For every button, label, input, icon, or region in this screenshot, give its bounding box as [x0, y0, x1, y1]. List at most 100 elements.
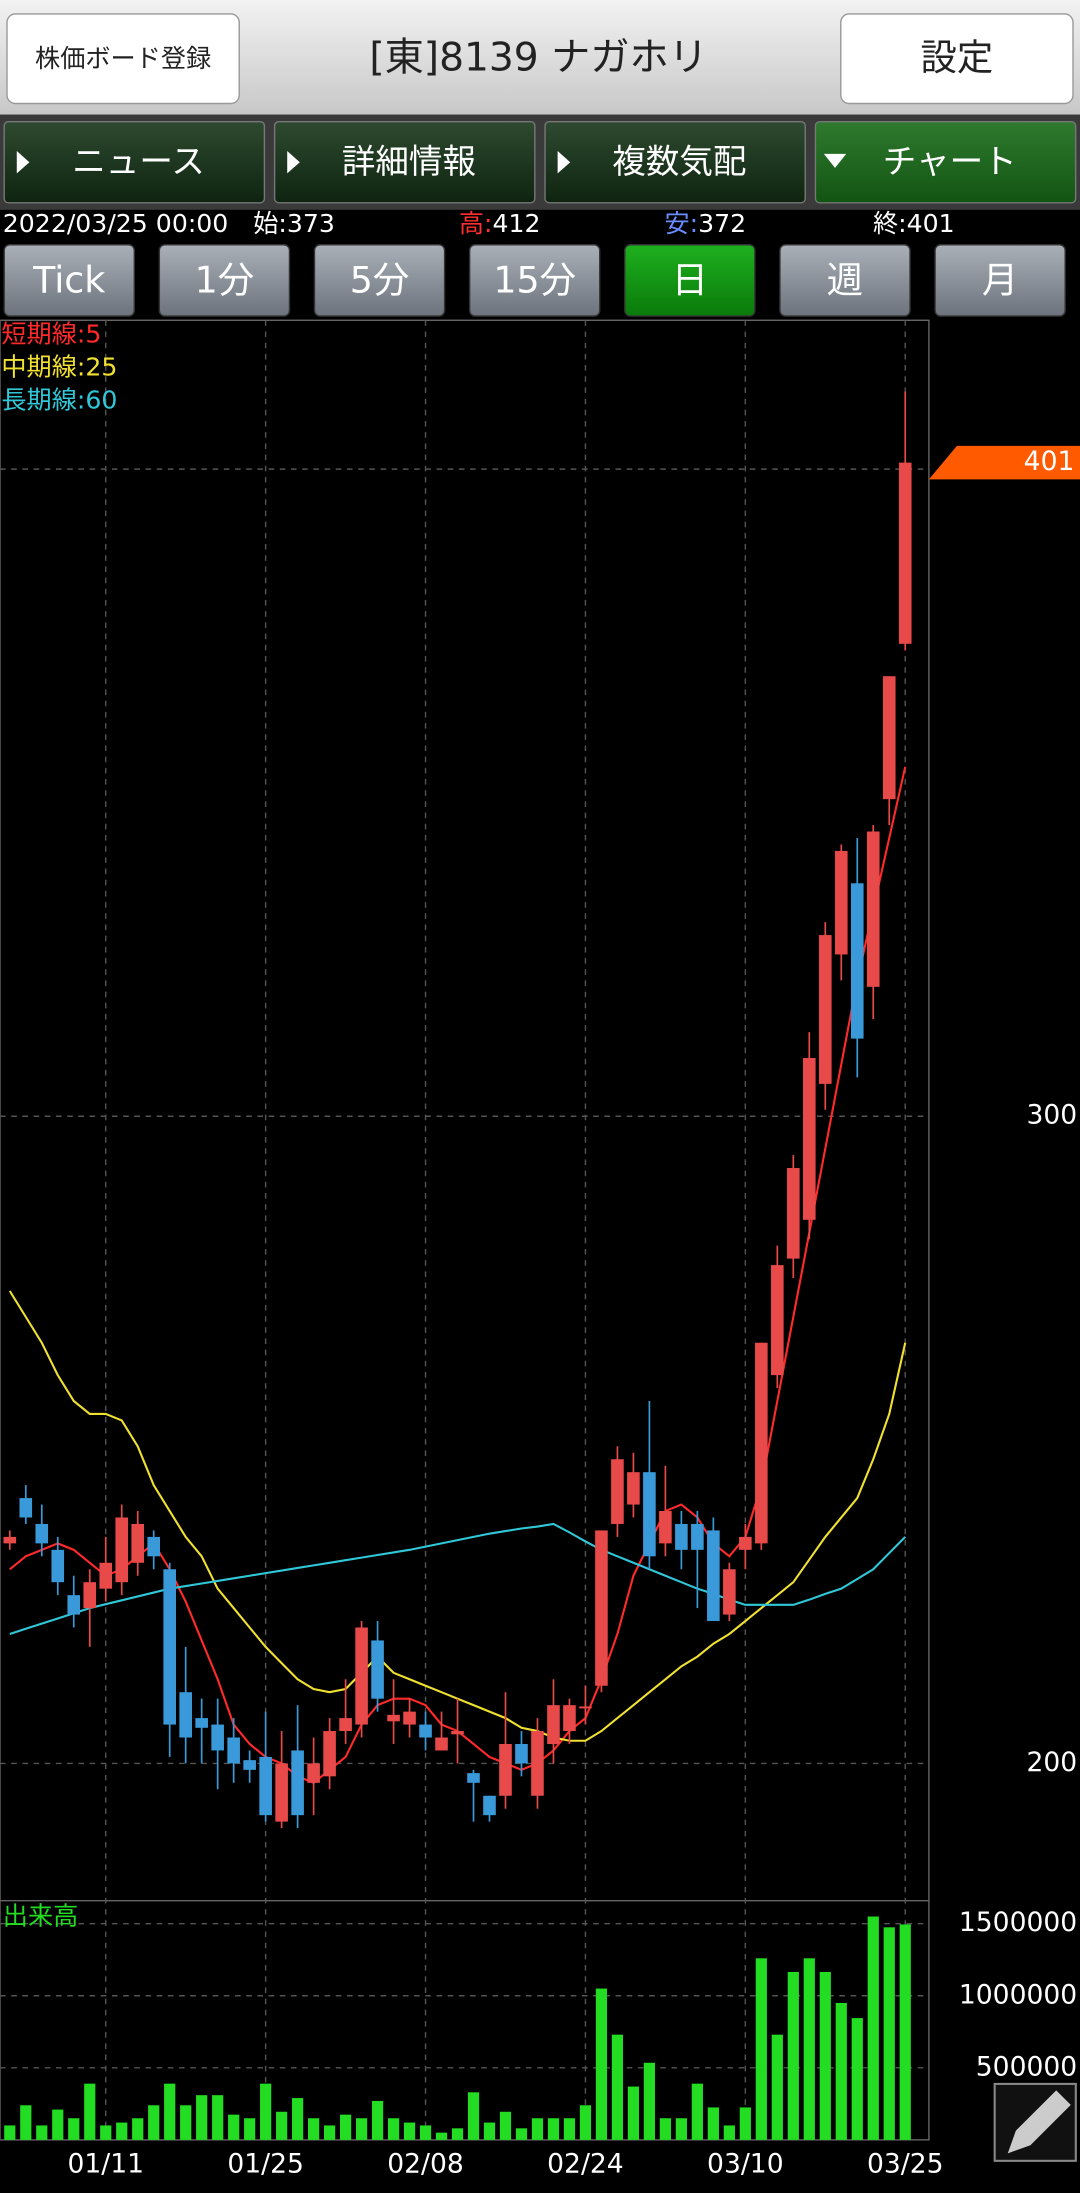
candle-body — [483, 1795, 496, 1816]
stock-title: [東]8139 ナガホリ — [369, 36, 707, 81]
candle-body — [707, 1530, 720, 1622]
candle-body — [291, 1750, 304, 1816]
volume-bar — [100, 2125, 112, 2140]
volume-bar — [339, 2114, 352, 2140]
period-label[interactable]: 15分 — [493, 259, 576, 302]
candle-body — [419, 1724, 432, 1738]
register-button[interactable] — [6, 13, 240, 105]
volume-bar — [659, 2118, 671, 2140]
tab[interactable] — [814, 120, 1077, 204]
tab-label[interactable]: 詳細情報 — [342, 142, 476, 181]
chart: 01/1101/2502/0802/2403/1003/252003004005… — [0, 319, 1080, 2180]
period-label[interactable]: 月 — [982, 259, 1018, 302]
tab-label[interactable]: チャート — [883, 142, 1017, 181]
candle-body — [771, 1265, 784, 1376]
edit-button[interactable] — [993, 2082, 1077, 2162]
y-tick-label: 200 — [1026, 1747, 1077, 1778]
candle-body — [834, 850, 848, 955]
volume-bar — [52, 2109, 64, 2140]
period-button[interactable] — [3, 244, 135, 317]
tab[interactable] — [273, 120, 536, 204]
quote-low: 安:372 — [665, 209, 747, 238]
volume-bar — [611, 2034, 624, 2140]
high-value: 412 — [493, 209, 541, 238]
volume-bar — [851, 2018, 863, 2140]
period-button[interactable] — [779, 244, 911, 317]
candle-body — [227, 1737, 240, 1764]
candle-body — [675, 1523, 688, 1550]
volume-bar — [180, 2105, 192, 2140]
volume-bar — [627, 2086, 640, 2140]
candle-body — [387, 1714, 400, 1722]
volume-bar — [260, 2083, 272, 2140]
open-value: 373 — [287, 209, 335, 238]
close-value: 401 — [907, 209, 955, 238]
low-label: 安: — [665, 209, 699, 238]
candle-body — [611, 1459, 624, 1524]
candle-body — [19, 1498, 33, 1518]
pencil-icon[interactable] — [1007, 2090, 1071, 2154]
candle-body — [803, 1058, 816, 1220]
period-label[interactable]: 週 — [827, 259, 863, 302]
period-button[interactable] — [624, 244, 756, 317]
candle-body — [115, 1517, 129, 1583]
volume-bar — [883, 1927, 895, 2140]
volume-bar — [164, 2083, 176, 2140]
volume-bar — [196, 2095, 208, 2140]
candle-body — [595, 1530, 608, 1686]
volume-bar — [20, 2105, 32, 2140]
open-label: 始: — [253, 209, 287, 238]
candle-body — [403, 1711, 416, 1725]
y-tick-label: 300 — [1026, 1100, 1077, 1131]
candle-body — [323, 1731, 336, 1777]
volume-label: 出来高 — [3, 1901, 78, 1930]
candle-body — [99, 1562, 113, 1589]
volume-bar — [308, 2118, 320, 2140]
settings-button[interactable] — [840, 13, 1074, 105]
legend-entry: 短期線:5 — [1, 320, 101, 349]
candle-body — [643, 1472, 656, 1557]
tab-label[interactable]: 複数気配 — [612, 142, 746, 181]
tab-arrow-right[interactable] — [557, 151, 571, 174]
volume-bar — [467, 2092, 480, 2140]
candle-body — [898, 462, 912, 644]
volume-bar — [132, 2118, 144, 2140]
period-label[interactable]: Tick — [32, 259, 105, 302]
volume-bar — [116, 2122, 128, 2140]
candle-body — [467, 1773, 480, 1783]
volume-bar — [435, 2132, 448, 2140]
volume-bar — [867, 1916, 879, 2140]
edit-button-frame[interactable] — [993, 2082, 1077, 2162]
tab[interactable] — [3, 120, 266, 204]
period-button[interactable] — [313, 244, 446, 317]
register-button-label[interactable]: 株価ボード登録 — [35, 44, 211, 73]
ma-line — [8, 1290, 907, 1742]
period-button[interactable] — [468, 244, 601, 317]
candle-body — [195, 1718, 208, 1728]
settings-button-label[interactable]: 設定 — [921, 36, 994, 79]
quote-high: 高:412 — [459, 209, 541, 238]
tabs: ニュース 詳細情報 複数気配 チャート — [3, 120, 1077, 204]
period-label[interactable]: 1分 — [195, 259, 255, 302]
period-button[interactable] — [934, 244, 1066, 317]
tab-label[interactable]: ニュース — [72, 142, 205, 181]
volume-bar — [515, 2128, 528, 2140]
candle-body — [275, 1763, 288, 1822]
tab-arrow-right[interactable] — [16, 151, 30, 174]
tab-arrow-down[interactable] — [823, 153, 847, 168]
period-button[interactable] — [158, 244, 291, 317]
tab-arrow-right[interactable] — [287, 151, 300, 174]
period-label[interactable]: 5分 — [350, 259, 410, 302]
volume-bar — [835, 2002, 847, 2140]
candle-body — [882, 676, 896, 800]
candle-body — [67, 1595, 81, 1615]
volume-bar — [212, 2095, 224, 2140]
period-label[interactable]: 日 — [672, 259, 708, 302]
plot-area — [0, 319, 930, 2141]
candle-body — [259, 1756, 272, 1816]
tab[interactable] — [544, 120, 806, 204]
volume-bar — [643, 2062, 655, 2140]
volume-bar — [244, 2118, 256, 2140]
